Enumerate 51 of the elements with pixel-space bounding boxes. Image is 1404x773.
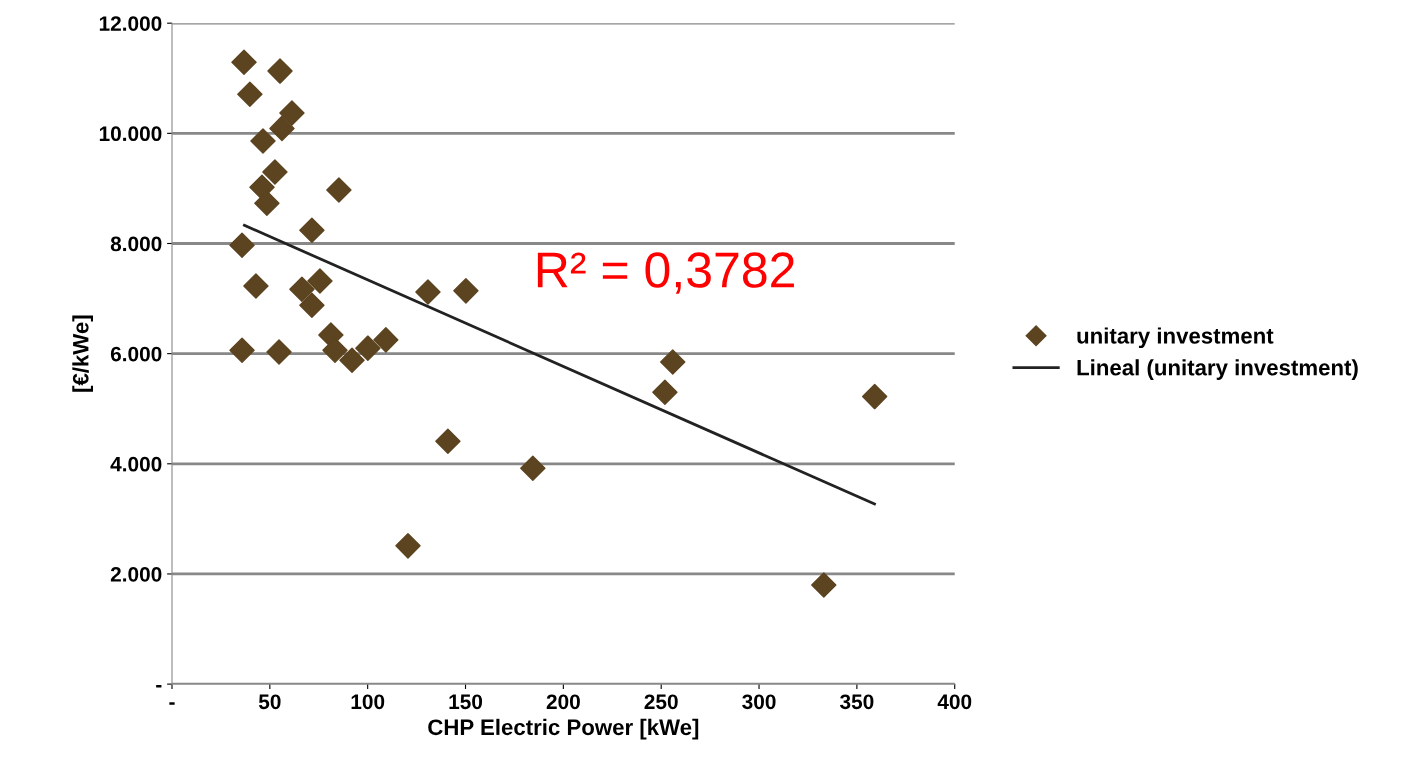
legend-label: unitary investment [1077, 327, 1274, 349]
point [250, 128, 276, 154]
x-tick-label: 350 [839, 694, 874, 710]
legend-label: Lineal (unitary investment) [1077, 359, 1358, 380]
y-tick-label: 10.000 [99, 126, 162, 142]
point [262, 159, 288, 185]
point [299, 217, 325, 243]
point [231, 49, 257, 76]
point [289, 276, 315, 302]
point [415, 279, 441, 305]
y-tick-label: 8.000 [110, 236, 162, 252]
x-tick-label: 100 [351, 694, 385, 710]
point [254, 190, 280, 217]
point [373, 327, 399, 353]
point [279, 100, 305, 126]
point [266, 339, 292, 365]
x-tick-label: - [169, 702, 175, 705]
x-tick-label: 50 [258, 694, 281, 710]
point [267, 58, 293, 84]
x-axis-title: CHP Electric Power [kWe] [428, 718, 699, 740]
point [660, 349, 686, 375]
point [269, 115, 295, 142]
point [299, 292, 325, 318]
point [861, 383, 888, 410]
point [229, 337, 255, 364]
y-tick-label: - [156, 685, 162, 688]
point [652, 379, 678, 405]
point [453, 278, 479, 304]
point [355, 335, 381, 361]
point [520, 455, 546, 481]
x-tick-label: 400 [937, 694, 972, 710]
x-tick-label: 200 [546, 694, 580, 710]
point [322, 337, 348, 364]
annotation: R² = 0,3782 [537, 252, 794, 294]
point [229, 232, 255, 258]
point [395, 533, 421, 559]
x-tick-label: 150 [449, 694, 483, 710]
point [811, 572, 837, 598]
point [435, 428, 461, 454]
point [243, 273, 269, 299]
y-tick-label: 4.000 [110, 456, 162, 472]
point [307, 268, 333, 294]
y-axis-title: [€/kWe] [72, 315, 93, 392]
y-tick-label: 6.000 [110, 346, 162, 362]
y-tick-label: 2.000 [110, 566, 162, 582]
x-tick-label: 250 [644, 694, 678, 710]
point [339, 347, 365, 373]
y-tick-label: 12.000 [99, 16, 162, 31]
point [237, 81, 263, 107]
point [326, 177, 352, 203]
x-tick-label: 300 [742, 694, 776, 710]
